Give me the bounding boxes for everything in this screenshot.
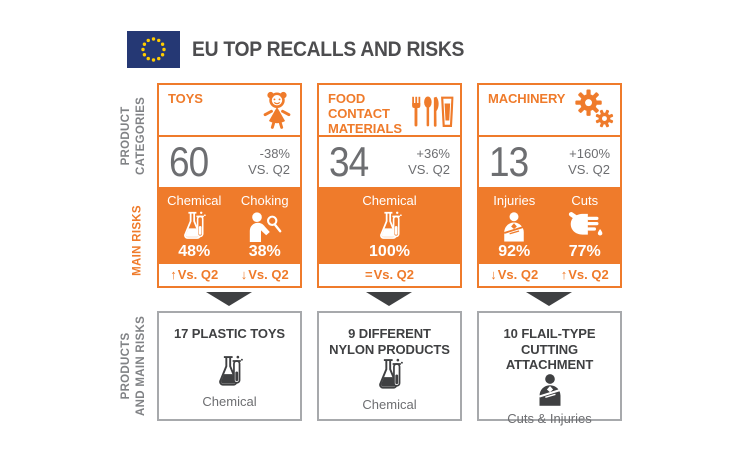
section-label-line: CATEGORIES <box>135 96 147 176</box>
flask-icon <box>179 209 209 243</box>
category-header: MACHINERY <box>479 85 620 137</box>
recall-count-row: 34 +36% VS. Q2 <box>319 137 460 187</box>
risk-percentage: 48% <box>178 243 211 260</box>
section-label-line: AND MAIN RISKS <box>135 315 147 416</box>
column-machinery: MACHINERY 13 +160% VS. Q2 Injuries <box>477 0 622 449</box>
risk-percentage: 92% <box>498 243 531 260</box>
main-risks-block: Chemical 100% <box>319 187 460 264</box>
section-label-line: PRODUCTS <box>120 332 133 400</box>
down-arrow <box>366 292 412 306</box>
risk-cell-chemical: Chemical 100% <box>319 187 460 264</box>
trend-row: =Vs. Q2 <box>319 264 460 284</box>
change-value: -38% <box>259 146 290 162</box>
recall-count: 13 <box>489 138 529 185</box>
section-label-products-and-main-risks: PRODUCTS AND MAIN RISKS <box>119 308 149 424</box>
injured-person-icon <box>536 373 564 406</box>
trend-equal-sign: = <box>364 266 373 282</box>
down-arrow <box>526 292 572 306</box>
category-title: MACHINERY <box>488 91 566 106</box>
recall-count-row: 60 -38% VS. Q2 <box>159 137 300 187</box>
down-arrow <box>206 292 252 306</box>
section-label-product-categories: PRODUCT CATEGORIES <box>119 78 149 194</box>
trend-row: ↓Vs. Q2 ↑Vs. Q2 <box>479 264 620 284</box>
trend-indicator: ↑Vs. Q2 <box>159 267 230 282</box>
trend-indicator: ↓Vs. Q2 <box>479 267 550 282</box>
vs-label: VS. Q2 <box>568 162 610 177</box>
section-label-main-risks: MAIN RISKS <box>131 182 146 298</box>
change-vs-q2: +36% VS. Q2 <box>408 146 450 177</box>
flask-icon <box>375 209 405 243</box>
column-toys: TOYS 60 -38% VS. Q2 Chemical 48% <box>157 0 302 449</box>
category-title: TOYS <box>168 91 203 106</box>
page-title: EU TOP RECALLS AND RISKS <box>192 38 465 61</box>
product-title: 9 DIFFERENT NYLON PRODUCTS <box>329 326 450 357</box>
risk-label: Injuries <box>493 193 536 208</box>
trend-down-arrow: ↓ <box>490 266 497 282</box>
product-title: 17 PLASTIC TOYS <box>174 326 285 341</box>
eu-flag-icon <box>127 31 180 68</box>
change-value: +36% <box>416 146 450 162</box>
category-header: FOOD CONTACT MATERIALS <box>319 85 460 137</box>
product-risk-label: Chemical <box>362 397 417 413</box>
trend-label: Vs. Q2 <box>373 266 415 282</box>
gears-icon <box>574 89 614 129</box>
trend-indicator: ↑Vs. Q2 <box>550 267 621 282</box>
recall-count: 60 <box>169 138 209 185</box>
main-risks-block: Chemical 48% Choking 38% <box>159 187 300 264</box>
change-value: +160% <box>569 146 610 162</box>
cutlery-icon <box>408 89 454 129</box>
product-risk-label: Cuts & Injuries <box>507 410 592 426</box>
change-vs-q2: -38% VS. Q2 <box>248 146 290 177</box>
trend-label: Vs. Q2 <box>248 266 289 282</box>
risk-cell-injuries: Injuries 92% <box>479 187 550 264</box>
cut-hand-icon <box>565 209 605 243</box>
trend-up-arrow: ↑ <box>560 266 568 282</box>
recall-count-row: 13 +160% VS. Q2 <box>479 137 620 187</box>
product-box: 10 FLAIL-TYPE CUTTING ATTACHMENT Cuts & … <box>477 311 622 426</box>
risk-label: Choking <box>240 193 289 208</box>
risk-percentage: 38% <box>248 243 281 260</box>
trend-label: Vs. Q2 <box>568 266 609 282</box>
flask-icon <box>214 354 246 389</box>
risk-label: Cuts <box>571 193 599 208</box>
category-card: FOOD CONTACT MATERIALS 34 +36% VS. Q2 Ch… <box>317 83 462 288</box>
vs-label: VS. Q2 <box>248 162 290 177</box>
trend-indicator: =Vs. Q2 <box>319 267 460 282</box>
trend-row: ↑Vs. Q2 ↓Vs. Q2 <box>159 264 300 284</box>
category-title: FOOD CONTACT MATERIALS <box>328 91 402 136</box>
risk-cell-chemical: Chemical 48% <box>159 187 230 264</box>
category-header: TOYS <box>159 85 300 137</box>
category-card: TOYS 60 -38% VS. Q2 Chemical 48% <box>157 83 302 288</box>
trend-label: Vs. Q2 <box>177 266 219 282</box>
product-title: 10 FLAIL-TYPE CUTTING ATTACHMENT <box>503 326 596 373</box>
change-vs-q2: +160% VS. Q2 <box>568 146 610 177</box>
trend-up-arrow: ↑ <box>170 266 177 282</box>
product-box: 9 DIFFERENT NYLON PRODUCTS Chemical <box>317 311 462 421</box>
category-card: MACHINERY 13 +160% VS. Q2 Injuries <box>477 83 622 288</box>
vs-label: VS. Q2 <box>408 162 450 177</box>
section-label-line: MAIN RISKS <box>131 205 144 276</box>
trend-indicator: ↓Vs. Q2 <box>230 267 301 282</box>
risk-percentage: 100% <box>369 243 410 260</box>
section-label-line: PRODUCT <box>120 106 133 166</box>
choking-icon <box>246 209 284 243</box>
product-risk-label: Chemical <box>202 394 257 409</box>
column-food-contact-materials: FOOD CONTACT MATERIALS 34 +36% VS. Q2 Ch… <box>317 0 462 449</box>
trend-down-arrow: ↓ <box>240 266 248 282</box>
injured-person-icon <box>501 209 527 243</box>
flask-icon <box>374 357 406 392</box>
risk-percentage: 77% <box>568 243 601 260</box>
risk-cell-cuts: Cuts 77% <box>550 187 621 264</box>
trend-label: Vs. Q2 <box>497 266 539 282</box>
recall-count: 34 <box>329 138 369 185</box>
doll-icon <box>260 89 294 131</box>
risk-cell-choking: Choking 38% <box>230 187 301 264</box>
main-risks-block: Injuries 92% Cuts 77% <box>479 187 620 264</box>
risk-label: Chemical <box>167 193 222 208</box>
risk-label: Chemical <box>362 193 417 208</box>
product-box: 17 PLASTIC TOYS Chemical <box>157 311 302 421</box>
